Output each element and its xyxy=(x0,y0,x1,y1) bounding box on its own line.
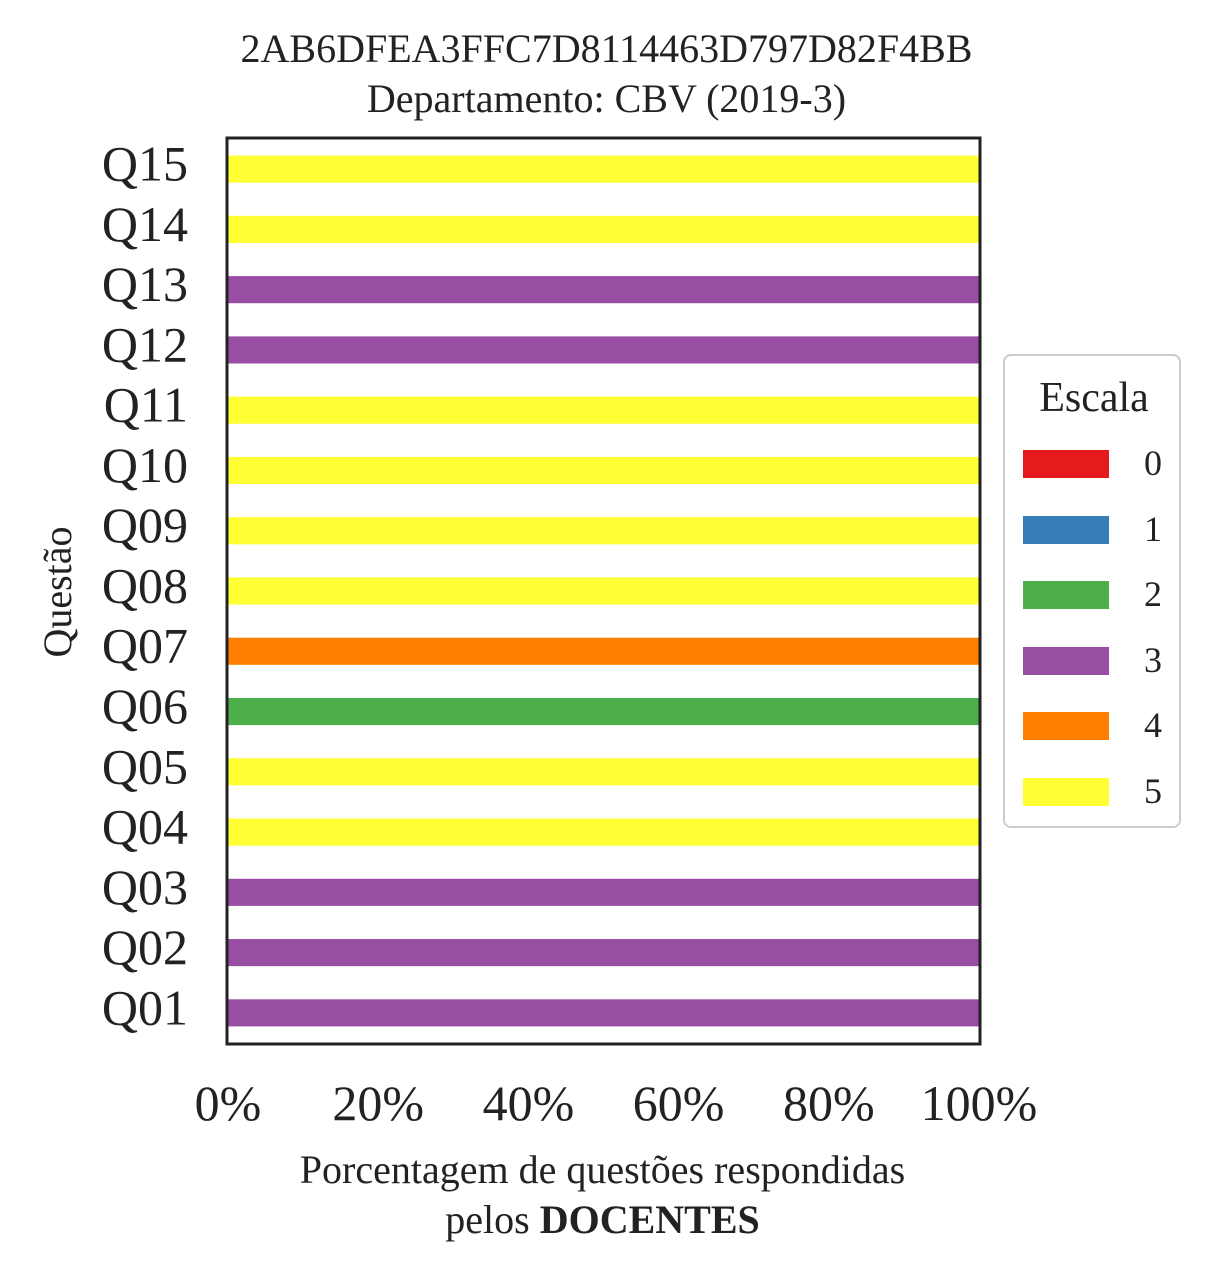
legend-item-5: 5 xyxy=(1023,771,1173,811)
legend-swatch-1 xyxy=(1023,515,1109,544)
y-axis-label: Questão xyxy=(35,526,80,657)
plot-frame xyxy=(225,136,982,1046)
legend-swatch-0 xyxy=(1023,450,1109,478)
x-tick-label-40: 40% xyxy=(483,1075,575,1131)
legend-label-3: 3 xyxy=(1144,639,1162,680)
x-axis-label-line-2: pelos DOCENTES xyxy=(215,1197,990,1243)
legend-item-4: 4 xyxy=(1023,705,1173,745)
y-tick-label-q14: Q14 xyxy=(102,196,188,252)
bar-q01-escala-3 xyxy=(228,999,979,1027)
bar-q04-escala-5 xyxy=(228,818,979,846)
y-tick-label-q01: Q01 xyxy=(102,979,188,1035)
x-tick-label-100: 100% xyxy=(921,1075,1038,1131)
bar-q10-escala-5 xyxy=(228,456,979,485)
legend-swatch-2 xyxy=(1023,581,1109,609)
bar-q11-escala-5 xyxy=(228,396,979,424)
legend-title: Escala xyxy=(1039,375,1149,421)
bar-q12-escala-3 xyxy=(228,336,979,364)
bars-group xyxy=(228,155,979,1027)
x-axis-label-line-1: Porcentagem de questões respondidas xyxy=(299,1147,906,1192)
y-tick-label-q06: Q06 xyxy=(102,678,188,734)
x-tick-label-20: 20% xyxy=(332,1075,424,1131)
x-tick-label-80: 80% xyxy=(783,1075,875,1131)
y-tick-label-q09: Q09 xyxy=(102,497,188,553)
legend-item-1: 1 xyxy=(1023,509,1173,549)
bar-q05-escala-5 xyxy=(228,758,979,786)
legend-item-0: 0 xyxy=(1023,443,1173,483)
bar-q13-escala-3 xyxy=(228,276,979,304)
legend-item-3: 3 xyxy=(1023,640,1173,680)
x-tick-labels: 0% 20% 40% 60% 80% 100% xyxy=(195,1075,1038,1131)
bar-q06-escala-2 xyxy=(228,697,979,726)
x-tick-label-0: 0% xyxy=(195,1075,262,1131)
legend-label-1: 1 xyxy=(1144,508,1162,549)
chart-title-line-1: 2AB6DFEA3FFC7D8114463D797D82F4BB xyxy=(240,26,973,71)
legend-label-2: 2 xyxy=(1144,574,1162,614)
legend-swatch-3 xyxy=(1023,646,1109,675)
y-tick-label-q03: Q03 xyxy=(102,859,188,915)
legend-label-5: 5 xyxy=(1144,770,1162,811)
y-tick-label-q07: Q07 xyxy=(102,618,188,674)
legend-swatch-5 xyxy=(1023,777,1109,806)
y-tick-label-q10: Q10 xyxy=(102,437,188,493)
bar-q15-escala-5 xyxy=(228,155,979,183)
legend: Escala 0 1 2 3 4 5 xyxy=(1003,354,1181,828)
x-tick-label-60: 60% xyxy=(633,1075,725,1131)
bar-q14-escala-5 xyxy=(228,215,979,243)
legend-label-4: 4 xyxy=(1144,705,1162,745)
bar-q07-escala-4 xyxy=(228,637,979,665)
y-tick-label-q08: Q08 xyxy=(102,557,188,613)
bar-q03-escala-3 xyxy=(228,878,979,906)
y-tick-label-q02: Q02 xyxy=(102,919,188,975)
y-tick-label-q11: Q11 xyxy=(104,377,188,433)
legend-label-0: 0 xyxy=(1144,443,1162,483)
bar-q08-escala-5 xyxy=(228,577,979,605)
x-axis-label-bold: DOCENTES xyxy=(539,1197,760,1242)
y-tick-label-q04: Q04 xyxy=(102,799,188,855)
bar-q09-escala-5 xyxy=(228,517,979,545)
y-tick-label-q13: Q13 xyxy=(102,256,188,312)
y-tick-label-q12: Q12 xyxy=(102,316,188,372)
x-axis-label-prefix: pelos xyxy=(445,1197,540,1242)
y-tick-label-q05: Q05 xyxy=(102,738,188,794)
bar-q02-escala-3 xyxy=(228,939,979,967)
chart-title-line-2: Departamento: CBV (2019-3) xyxy=(366,76,847,121)
legend-swatch-4 xyxy=(1023,712,1109,740)
legend-item-2: 2 xyxy=(1023,574,1173,614)
y-tick-labels: Q01Q02Q03Q04Q05Q06Q07Q08Q09Q10Q11Q12Q13Q… xyxy=(102,136,188,1036)
y-tick-label-q15: Q15 xyxy=(102,136,188,192)
